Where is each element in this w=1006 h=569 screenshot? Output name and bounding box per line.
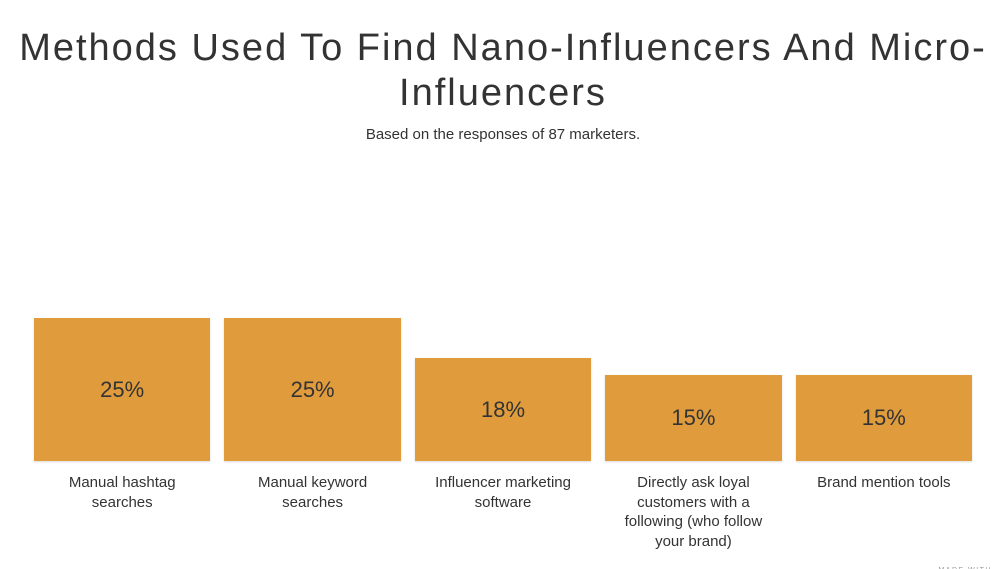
bar: 15% (796, 375, 972, 461)
bar-value: 18% (481, 397, 525, 423)
bar: 25% (34, 318, 210, 461)
bar-value: 25% (291, 377, 335, 403)
bar-label: Directly ask loyal customers with a foll… (605, 473, 781, 551)
slide: Methods Used To Find Nano-Influencers An… (0, 26, 1006, 569)
bar: 15% (605, 375, 781, 461)
bar-chart: 25% Manual hashtag searches 25% Manual k… (34, 201, 972, 545)
bar-item: 15% Directly ask loyal customers with a … (605, 201, 781, 551)
bar-region: 15% (605, 201, 781, 461)
bar-label: Brand mention tools (796, 473, 972, 493)
bar-item: 15% Brand mention tools (796, 201, 972, 493)
bar-label: Manual hashtag searches (34, 473, 210, 512)
bar-item: 25% Manual hashtag searches (34, 201, 210, 512)
bar: 18% (415, 358, 591, 461)
bar-region: 25% (34, 201, 210, 461)
chart-title: Methods Used To Find Nano-Influencers An… (0, 26, 1006, 116)
bar-value: 15% (671, 405, 715, 431)
bar-item: 25% Manual keyword searches (224, 201, 400, 512)
bar-label: Manual keyword searches (224, 473, 400, 512)
bar: 25% (224, 318, 400, 461)
bar-region: 15% (796, 201, 972, 461)
bar-label: Influencer marketing software (415, 473, 591, 512)
chart-subtitle: Based on the responses of 87 marketers. (0, 126, 1006, 143)
bar-region: 25% (224, 201, 400, 461)
bar-region: 18% (415, 201, 591, 461)
bar-value: 25% (100, 377, 144, 403)
bar-item: 18% Influencer marketing software (415, 201, 591, 512)
bar-value: 15% (862, 405, 906, 431)
